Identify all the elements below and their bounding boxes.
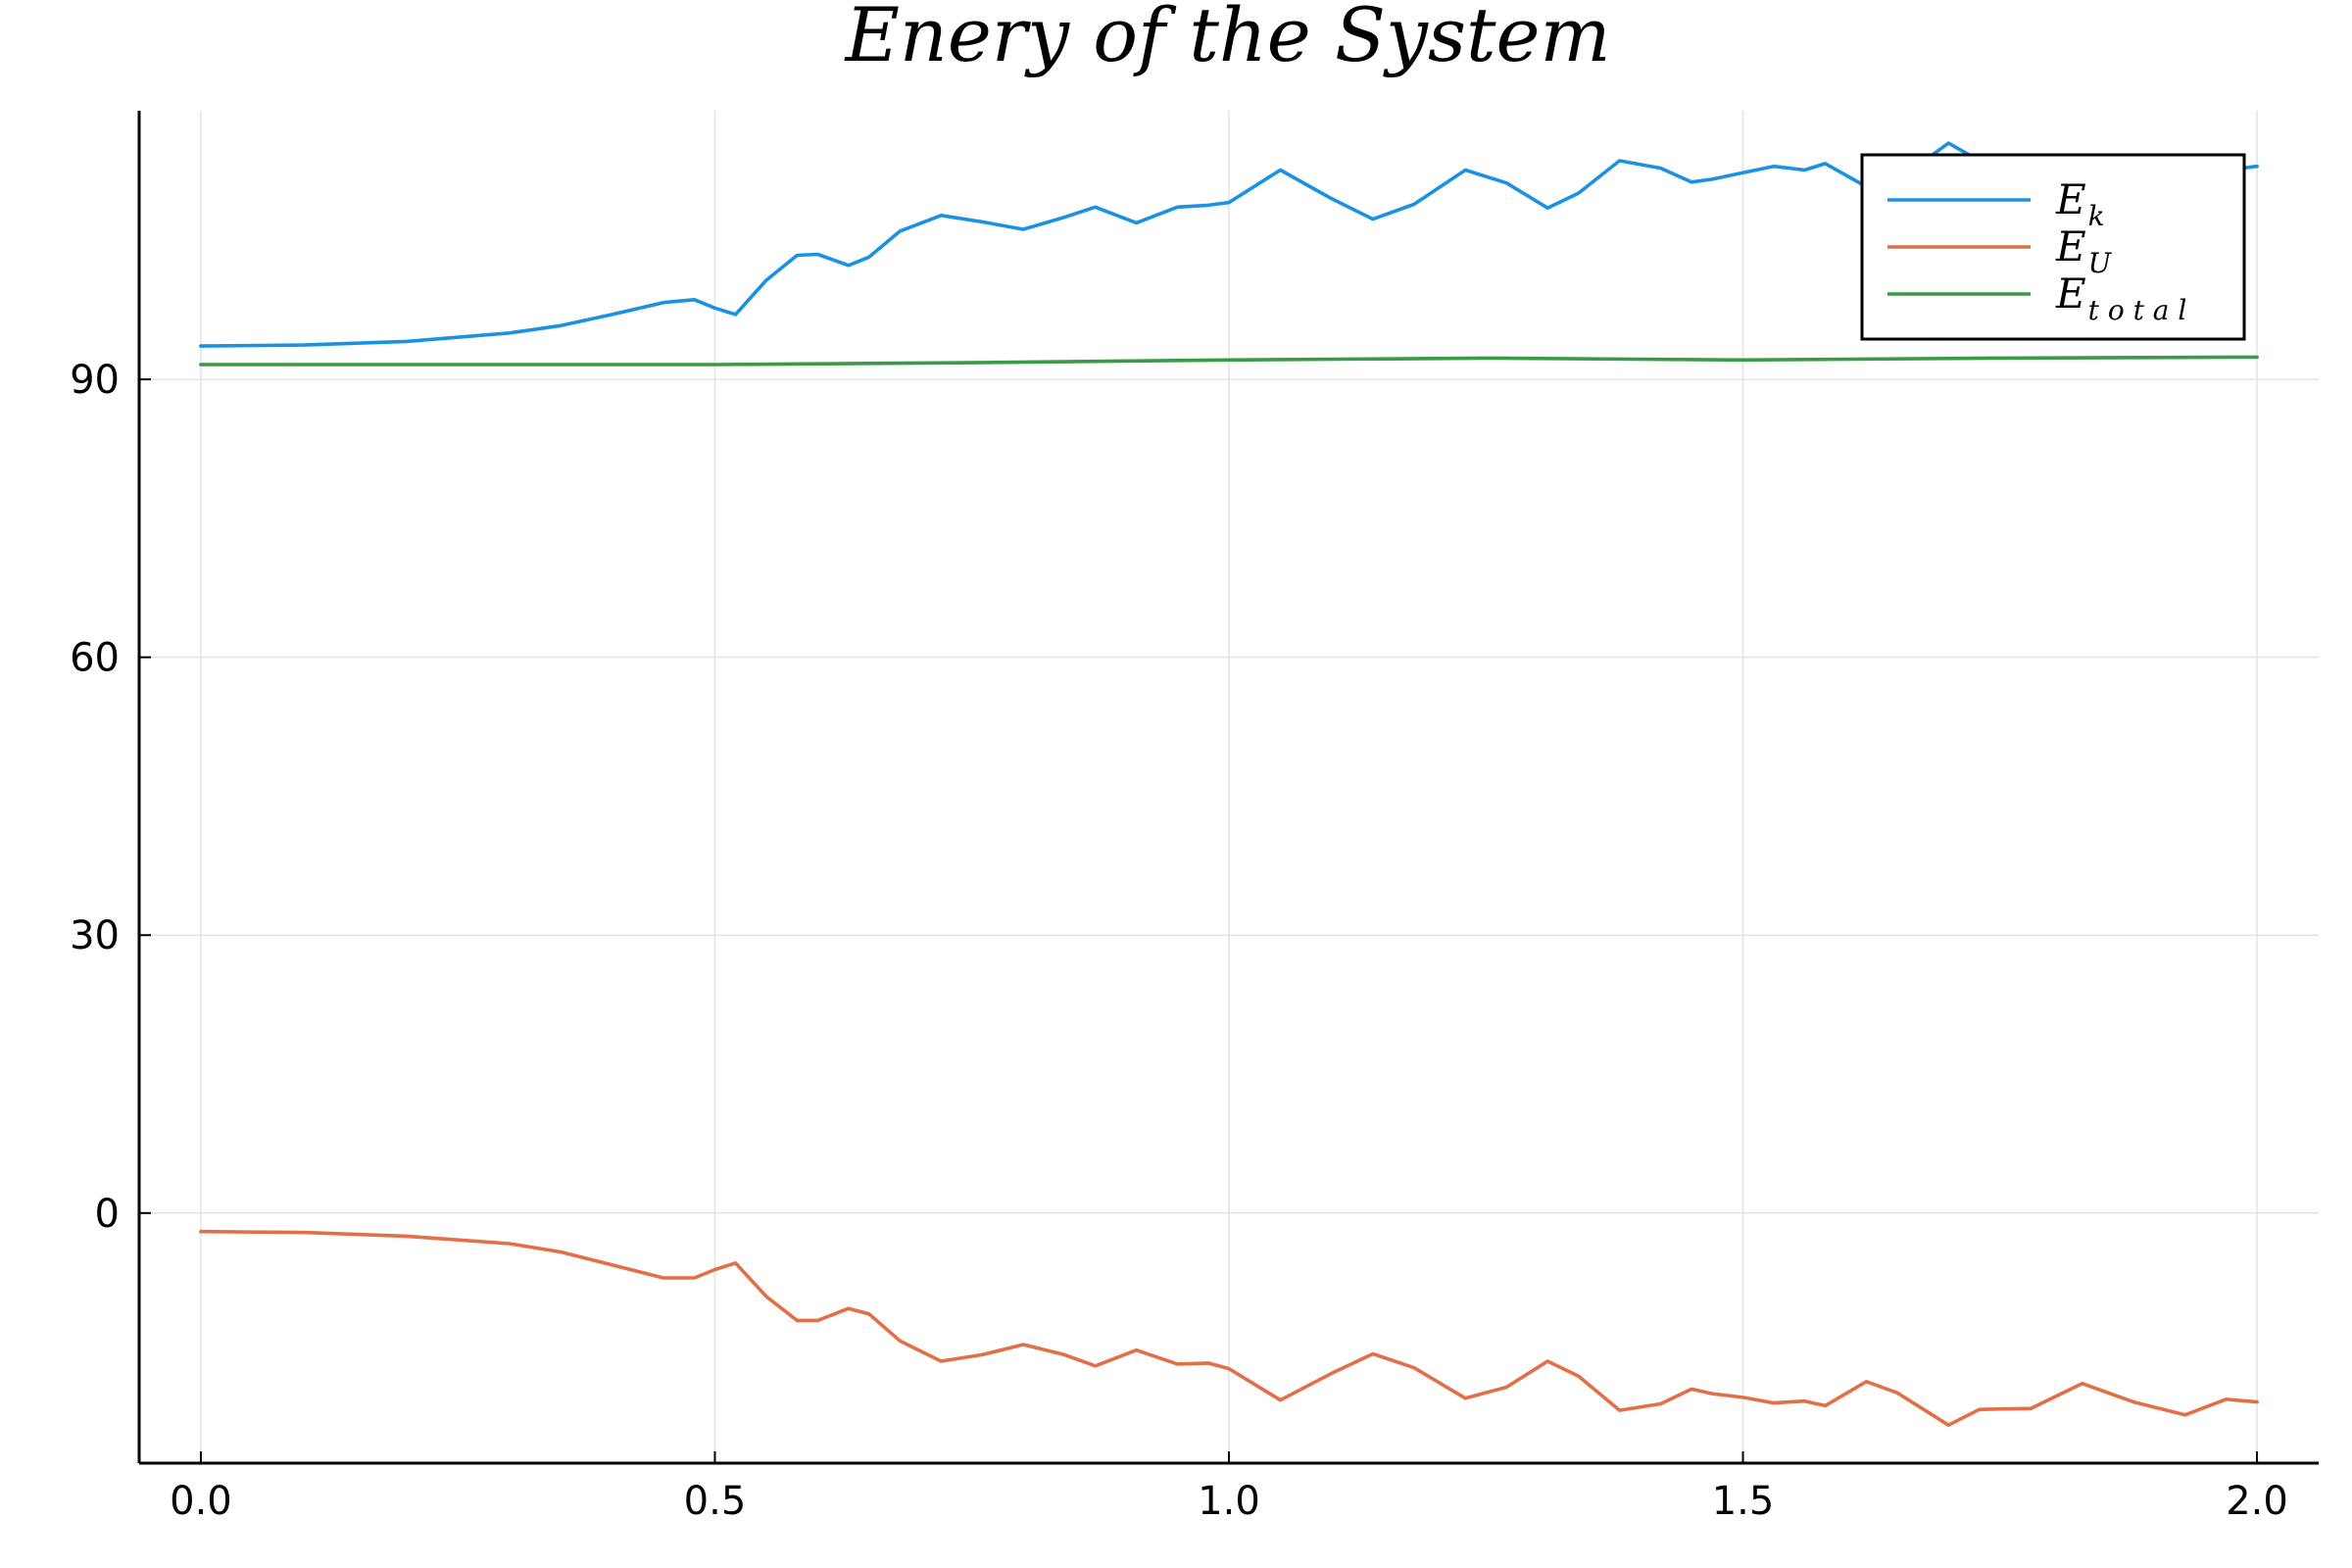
series-line-E_total <box>199 355 2259 367</box>
x-tick-label-3: 1.5 <box>1712 1479 1775 1524</box>
y-tick-label-1: 30 <box>70 913 120 958</box>
legend-label-sub-E_U: U <box>2088 247 2113 279</box>
chart-title: Enery of the System <box>843 0 1610 78</box>
y-tick-label-0: 0 <box>95 1192 120 1237</box>
grid-lines <box>139 111 2319 1463</box>
axes: 0.0 0.5 1.0 1.5 2.0 0 30 60 90 <box>70 111 2319 1524</box>
legend-label-sub-E_total: t o t a l <box>2088 294 2187 326</box>
series-line-E_U <box>199 1229 2259 1427</box>
legend-label-sub-E_k: k <box>2088 200 2105 232</box>
x-tick-label-2: 1.0 <box>1198 1479 1260 1524</box>
y-tick-label-2: 60 <box>70 636 120 681</box>
x-tick-label-1: 0.5 <box>684 1479 747 1524</box>
y-tick-label-3: 90 <box>70 358 120 403</box>
x-tick-label-0: 0.0 <box>170 1479 232 1524</box>
x-tick-label-4: 2.0 <box>2226 1479 2288 1524</box>
